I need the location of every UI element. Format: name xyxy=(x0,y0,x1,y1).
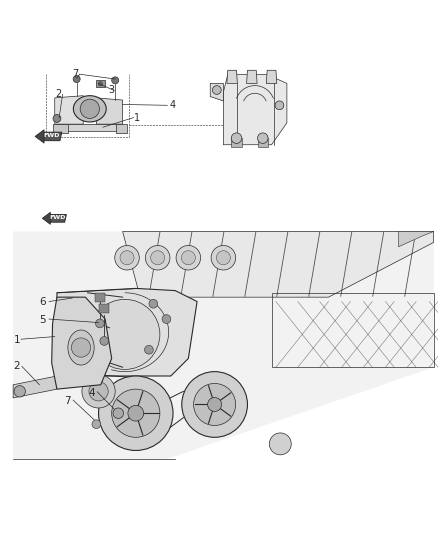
Circle shape xyxy=(89,382,108,401)
Circle shape xyxy=(71,338,91,357)
Circle shape xyxy=(100,336,109,345)
Text: 2: 2 xyxy=(55,90,61,99)
FancyBboxPatch shape xyxy=(95,293,105,302)
Circle shape xyxy=(80,99,99,118)
Circle shape xyxy=(269,433,291,455)
Circle shape xyxy=(99,376,173,450)
Text: 1: 1 xyxy=(13,335,20,345)
Polygon shape xyxy=(13,231,434,459)
Polygon shape xyxy=(52,297,112,389)
Circle shape xyxy=(149,300,158,308)
Circle shape xyxy=(73,76,80,83)
Text: 4: 4 xyxy=(169,100,175,110)
Polygon shape xyxy=(53,124,68,133)
Circle shape xyxy=(92,420,101,429)
Circle shape xyxy=(182,372,247,437)
Circle shape xyxy=(208,398,222,411)
Circle shape xyxy=(120,251,134,265)
Circle shape xyxy=(151,251,165,265)
Polygon shape xyxy=(210,84,223,101)
Text: 5: 5 xyxy=(39,315,46,325)
Circle shape xyxy=(90,300,160,369)
Circle shape xyxy=(113,408,124,418)
Polygon shape xyxy=(258,138,268,147)
Text: 4: 4 xyxy=(88,387,95,398)
Polygon shape xyxy=(42,212,50,224)
Polygon shape xyxy=(227,70,237,84)
Circle shape xyxy=(216,251,230,265)
Circle shape xyxy=(275,101,284,110)
Polygon shape xyxy=(42,132,62,141)
Text: FWD: FWD xyxy=(43,133,60,139)
Circle shape xyxy=(211,246,236,270)
Polygon shape xyxy=(55,96,83,124)
Circle shape xyxy=(212,86,221,94)
Polygon shape xyxy=(116,124,127,133)
Polygon shape xyxy=(57,288,197,376)
Polygon shape xyxy=(35,130,44,143)
Text: 7: 7 xyxy=(72,69,78,79)
Text: 6: 6 xyxy=(39,297,46,308)
Circle shape xyxy=(258,133,268,143)
Text: FWD: FWD xyxy=(49,215,65,220)
Circle shape xyxy=(231,133,242,143)
Circle shape xyxy=(53,115,61,123)
Circle shape xyxy=(115,246,139,270)
Circle shape xyxy=(98,82,102,86)
FancyBboxPatch shape xyxy=(96,80,105,87)
Polygon shape xyxy=(223,75,287,145)
Circle shape xyxy=(14,386,25,397)
Circle shape xyxy=(181,251,195,265)
Ellipse shape xyxy=(68,330,94,365)
Circle shape xyxy=(95,319,104,328)
Polygon shape xyxy=(231,138,242,147)
Polygon shape xyxy=(266,70,277,84)
Text: 7: 7 xyxy=(64,396,71,406)
Circle shape xyxy=(82,375,115,408)
Circle shape xyxy=(145,246,170,270)
Circle shape xyxy=(128,405,144,421)
Text: 3: 3 xyxy=(109,85,115,95)
FancyBboxPatch shape xyxy=(99,304,109,313)
Polygon shape xyxy=(123,231,434,297)
Circle shape xyxy=(112,389,160,437)
Polygon shape xyxy=(247,70,257,84)
Text: 2: 2 xyxy=(13,361,20,372)
Circle shape xyxy=(194,383,236,425)
Text: 1: 1 xyxy=(134,114,140,124)
Circle shape xyxy=(176,246,201,270)
Circle shape xyxy=(162,314,171,324)
Polygon shape xyxy=(399,231,434,247)
Polygon shape xyxy=(57,124,120,131)
Polygon shape xyxy=(13,376,57,398)
Circle shape xyxy=(112,77,119,84)
Ellipse shape xyxy=(73,96,106,122)
Polygon shape xyxy=(48,214,67,222)
Polygon shape xyxy=(96,98,123,124)
Circle shape xyxy=(145,345,153,354)
